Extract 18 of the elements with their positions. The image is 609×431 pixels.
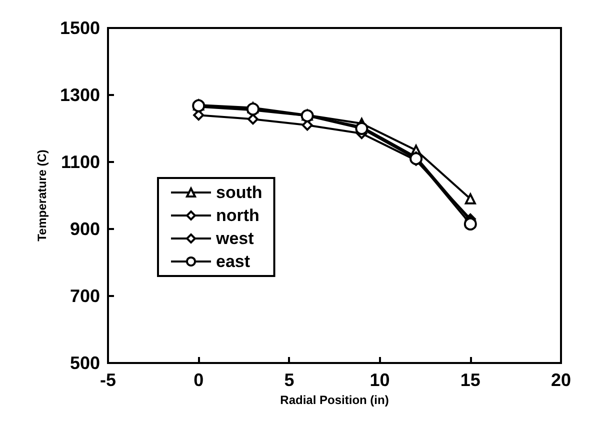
y-tick-label: 700 [70,286,100,306]
y-tick-label: 500 [70,353,100,373]
x-axis-title: Radial Position (in) [280,392,389,407]
x-tick-label: 0 [194,370,204,390]
y-tick-label: 1300 [60,85,100,105]
y-axis-title: Temperature (C) [35,150,49,242]
y-tick-label: 1500 [60,18,100,38]
legend-label: east [216,252,250,271]
y-tick-label: 900 [70,219,100,239]
x-tick-label: 20 [550,370,572,390]
x-tick-label: -5 [100,370,116,390]
x-tick-label: 15 [460,370,480,390]
x-tick-label: 10 [370,370,390,390]
legend-label: south [216,183,262,202]
x-tick-label: 5 [284,370,294,390]
legend-label: west [215,229,254,248]
legend-label: north [216,206,260,225]
y-tick-label: 1100 [60,152,100,172]
